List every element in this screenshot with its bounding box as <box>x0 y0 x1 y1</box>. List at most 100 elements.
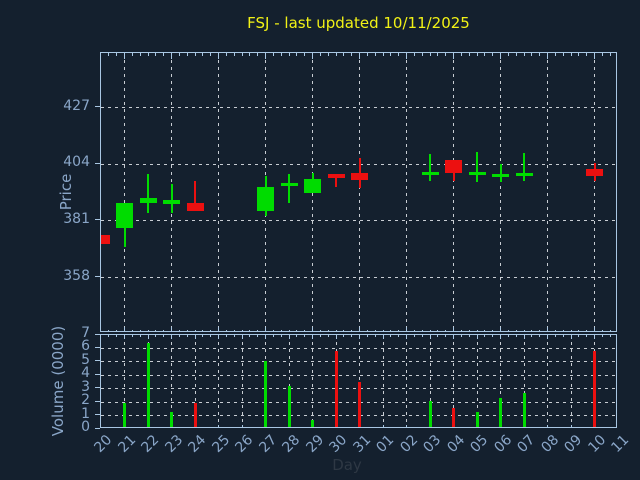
x-tick-label: 21 <box>114 432 139 456</box>
x-minor-tick <box>586 330 588 331</box>
x-minor-tick <box>413 330 415 331</box>
candle-body-21 <box>116 202 133 228</box>
x-minor-tick <box>523 330 525 331</box>
candle-wick-23 <box>170 184 173 213</box>
x-minor-tick <box>563 427 564 428</box>
x-minor-tick <box>296 335 298 337</box>
x-tick-label: 11 <box>608 432 633 456</box>
volume-bar-05 <box>475 411 479 427</box>
x-minor-tick <box>460 335 462 337</box>
x-minor-tick <box>319 330 321 331</box>
x-minor-tick <box>296 427 297 428</box>
candle-body-27 <box>257 186 274 211</box>
x-tick-label: 30 <box>326 432 351 456</box>
x-minor-tick <box>570 330 572 331</box>
x-minor-tick <box>492 335 494 337</box>
candle-body-04 <box>445 159 462 174</box>
x-major-tick <box>500 335 501 339</box>
x-minor-tick <box>178 330 180 331</box>
x-minor-tick <box>531 330 533 331</box>
x-minor-tick <box>155 427 156 428</box>
candle-body-31 <box>351 172 368 181</box>
x-major-tick <box>429 335 431 339</box>
x-minor-tick <box>484 330 486 331</box>
volume-tick-label: 6 <box>81 338 90 355</box>
x-major-tick <box>382 425 384 427</box>
x-major-tick <box>312 335 313 339</box>
candle-wick-22 <box>147 174 149 213</box>
x-major-tick <box>241 425 243 427</box>
x-minor-tick <box>515 53 517 56</box>
x-major-tick <box>265 53 266 59</box>
x-minor-tick <box>272 335 274 337</box>
x-minor-tick <box>327 335 329 337</box>
chart-title: FSJ - last updated 10/11/2025 <box>247 14 470 32</box>
x-minor-tick <box>280 53 282 56</box>
volume-tick-label: 0 <box>81 419 90 435</box>
x-minor-tick <box>296 53 298 56</box>
x-major-tick <box>476 335 478 339</box>
volume-axis-tick <box>95 400 100 402</box>
volume-bar-22 <box>146 343 150 427</box>
volume-gridline-v <box>406 335 407 427</box>
x-minor-tick <box>421 335 423 337</box>
volume-axis-tick <box>95 414 100 416</box>
x-minor-tick <box>578 335 580 337</box>
x-major-tick <box>547 327 548 331</box>
volume-axis-tick <box>95 333 100 335</box>
candle-body-07 <box>515 172 533 176</box>
candle-body-03 <box>421 172 439 176</box>
x-tick-label: 08 <box>537 432 562 456</box>
x-minor-tick <box>225 53 227 56</box>
x-minor-tick <box>280 330 282 331</box>
x-minor-tick <box>108 53 110 56</box>
x-major-tick <box>171 53 172 59</box>
x-major-tick <box>218 335 219 339</box>
x-minor-tick <box>476 330 478 331</box>
candle-body-06 <box>492 174 509 178</box>
x-minor-tick <box>304 335 306 337</box>
x-tick-label: 02 <box>396 432 421 456</box>
candle-body-05 <box>468 172 486 176</box>
x-minor-tick <box>155 330 157 331</box>
candle-body-23 <box>163 200 180 205</box>
x-minor-tick <box>554 335 556 337</box>
x-minor-tick <box>609 53 611 56</box>
x-minor-tick <box>492 53 494 56</box>
x-major-tick <box>241 335 243 339</box>
x-minor-tick <box>140 427 141 428</box>
x-minor-tick <box>531 427 532 428</box>
x-minor-tick <box>437 53 439 56</box>
volume-gridline-h <box>101 361 616 363</box>
volume-tick-label: 7 <box>81 325 90 341</box>
x-minor-tick <box>186 53 188 56</box>
x-minor-tick <box>147 53 149 56</box>
x-minor-tick <box>257 53 259 56</box>
x-tick-label: 26 <box>232 432 257 456</box>
x-minor-tick <box>437 335 439 337</box>
x-major-tick <box>124 335 125 339</box>
x-minor-tick <box>601 53 603 56</box>
x-minor-tick <box>445 427 446 428</box>
x-minor-tick <box>469 427 470 428</box>
price-gridline-v <box>218 53 219 331</box>
price-gridline-v <box>594 53 595 331</box>
x-minor-tick <box>210 330 212 331</box>
x-minor-tick <box>327 53 329 56</box>
x-minor-tick <box>445 335 447 337</box>
x-minor-tick <box>257 330 259 331</box>
x-minor-tick <box>429 330 431 331</box>
x-minor-tick <box>562 53 564 56</box>
volume-plot <box>100 334 617 428</box>
price-gridline-h <box>101 277 616 279</box>
price-axis-tick <box>95 219 100 221</box>
x-tick-label: 09 <box>561 432 586 456</box>
x-tick-label: 27 <box>255 432 280 456</box>
x-major-tick <box>523 335 525 339</box>
x-major-tick <box>594 53 595 59</box>
x-major-tick <box>147 335 149 339</box>
x-minor-tick <box>460 330 462 331</box>
volume-gridline-v <box>359 335 360 427</box>
candle-body-22 <box>139 197 157 203</box>
x-minor-tick <box>445 330 447 331</box>
